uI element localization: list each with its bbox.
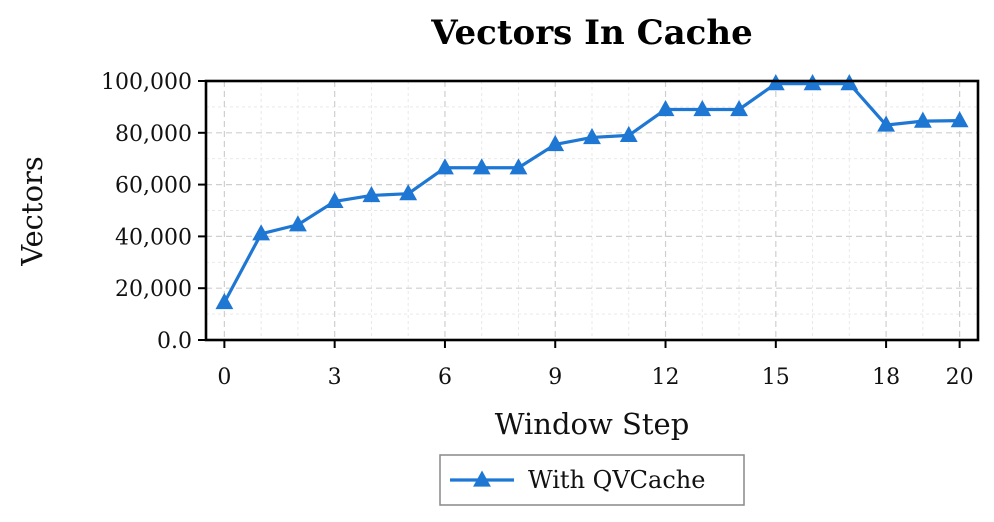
y-tick-label: 40,000 [115, 225, 192, 250]
data-point-marker [766, 74, 785, 91]
x-tick-label: 12 [652, 365, 680, 390]
y-axis-label: Vectors [15, 156, 49, 267]
x-tick-label: 18 [872, 365, 900, 390]
y-tick-label: 100,000 [101, 70, 192, 95]
legend-marker-with-qvcache [473, 470, 491, 487]
data-point-marker [583, 127, 601, 145]
data-point-marker [215, 292, 234, 310]
data-point-marker [472, 158, 491, 175]
x-tick-label: 20 [946, 365, 974, 390]
plot-frame [204, 79, 980, 342]
y-tick-label: 60,000 [115, 174, 192, 199]
x-axis-label: Window Step [495, 407, 690, 441]
data-point-marker [399, 184, 418, 201]
data-point-marker [877, 115, 896, 132]
x-axis-ticks: 0 3 6 9 12 15 18 20 [217, 340, 974, 390]
y-tick-label: 20,000 [115, 277, 192, 302]
legend-label-with-qvcache: With QVCache [528, 466, 705, 494]
x-tick-label: 6 [438, 365, 452, 390]
data-point-marker [325, 191, 344, 209]
data-point-marker [509, 158, 528, 175]
data-point-marker [950, 111, 969, 128]
data-point-marker [546, 134, 565, 152]
y-tick-label: 0.0 [157, 329, 192, 354]
data-point-marker [693, 99, 712, 117]
legend: With QVCache [439, 454, 745, 506]
chart-title: Vectors In Cache [430, 13, 752, 53]
y-axis-ticks: 0.0 20,000 40,000 60,000 80,000 100,000 [101, 70, 206, 354]
x-tick-label: 0 [217, 365, 231, 390]
data-point-marker [730, 99, 748, 117]
x-tick-label: 9 [548, 365, 562, 390]
data-point-marker [913, 111, 932, 128]
y-tick-label: 80,000 [115, 122, 192, 147]
data-point-marker [803, 74, 822, 91]
data-point-marker [656, 99, 675, 117]
data-point-marker [252, 224, 271, 241]
data-point-marker [362, 185, 381, 203]
x-tick-label: 3 [328, 365, 342, 390]
data-point-marker [840, 74, 859, 91]
data-point-marker [288, 215, 307, 232]
data-point-marker [619, 125, 638, 143]
data-point-marker [436, 158, 454, 175]
x-tick-label: 15 [762, 365, 790, 390]
series-layer [215, 74, 969, 310]
